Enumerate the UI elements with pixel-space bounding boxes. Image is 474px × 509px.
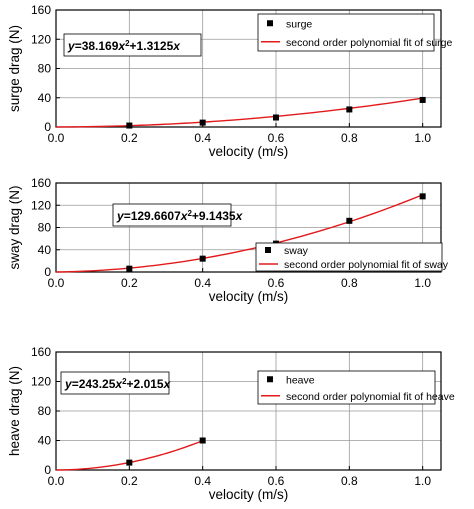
data-point [199, 119, 206, 126]
chart-panel-surge: 0.0 0.2 0.4 0.6 0.8 1.0 0 40 80 120 160 velocity (m… [7, 3, 452, 159]
legend: heave second order polynomial fit of heav… [257, 370, 455, 405]
data-point [126, 459, 133, 466]
equation-box [60, 371, 170, 395]
y-tick-label: 160 [31, 345, 51, 359]
data-point [419, 96, 426, 103]
legend: surge second order polynomial fit of surg… [257, 13, 452, 52]
fit-equation: y=243.25x2+2.015x [60, 371, 172, 395]
x-tick-label: 0.4 [194, 474, 211, 488]
legend-box [257, 370, 436, 405]
fit-equation: y=129.6607x2+9.1435x [112, 203, 244, 227]
y-tick-label: 80 [38, 404, 52, 418]
x-tick-label: 0.0 [48, 276, 65, 290]
chart-panel-sway: 0.0 0.2 0.4 0.6 0.8 1.0 0 40 80 120 160 velocity (m… [7, 176, 449, 304]
legend-label-fit: second order polynomial fit of sway [284, 259, 449, 271]
data-point [199, 255, 206, 262]
legend-label-fit: second order polynomial fit of heave [286, 391, 455, 403]
x-tick-label: 0.0 [48, 131, 65, 145]
y-axis-label: sway drag (N) [7, 185, 22, 269]
y-tick-label: 80 [38, 221, 52, 235]
legend-label-points: heave [286, 374, 315, 386]
legend: sway second order polynomial fit of sway [255, 242, 449, 272]
data-point [199, 437, 206, 444]
data-point [419, 193, 426, 200]
x-tick-label: 0.0 [48, 474, 65, 488]
fit-equation: y=38.169x2+1.3125x [63, 33, 202, 57]
legend-label-points: surge [286, 18, 312, 30]
x-tick-label: 0.8 [341, 276, 358, 290]
y-tick-label: 160 [31, 3, 51, 17]
legend-marker-points [267, 20, 273, 27]
x-tick-label: 0.8 [341, 131, 358, 145]
x-tick-label: 0.6 [268, 131, 285, 145]
legend-marker-points [265, 247, 271, 253]
equation-box [112, 203, 232, 227]
x-tick-label: 1.0 [414, 131, 431, 145]
legend-marker-points [267, 376, 273, 383]
data-point [346, 217, 353, 224]
equation-text: y=243.25x2+2.015x [64, 377, 172, 392]
x-tick-label: 0.6 [268, 474, 285, 488]
x-tick-label: 0.2 [121, 131, 138, 145]
x-axis-label: velocity (m/s) [209, 289, 289, 304]
legend-box [255, 242, 443, 272]
y-tick-label: 120 [31, 32, 51, 46]
data-point [273, 114, 279, 121]
data-point [346, 106, 353, 113]
x-tick-label: 0.6 [268, 276, 285, 290]
y-axis-label: surge drag (N) [7, 25, 22, 112]
data-point [126, 265, 133, 272]
y-tick-label: 120 [31, 375, 51, 389]
equation-text: y=129.6607x2+9.1435x [116, 209, 244, 224]
legend-label-fit: second order polynomial fit of surge [286, 37, 452, 49]
legend-box [257, 13, 435, 52]
y-tick-label: 40 [38, 91, 52, 105]
y-tick-label: 40 [38, 434, 52, 448]
y-tick-label: 160 [31, 176, 51, 190]
x-tick-label: 1.0 [414, 474, 431, 488]
x-tick-label: 0.4 [194, 131, 211, 145]
equation-text: y=38.169x2+1.3125x [67, 39, 181, 54]
y-tick-label: 0 [44, 120, 51, 134]
x-tick-label: 0.2 [121, 474, 138, 488]
x-axis-label: velocity (m/s) [209, 144, 289, 159]
y-tick-label: 80 [38, 62, 52, 76]
x-tick-label: 1.0 [414, 276, 431, 290]
x-axis-label: velocity (m/s) [209, 487, 289, 502]
equation-box [63, 33, 202, 57]
x-tick-label: 0.8 [341, 474, 358, 488]
y-tick-label: 0 [44, 463, 51, 477]
fit-curve-line [55, 97, 423, 128]
y-tick-label: 40 [38, 243, 52, 257]
y-axis-label: heave drag (N) [7, 366, 22, 456]
legend-label-points: sway [284, 245, 309, 257]
chart-panel-heave: 0.0 0.2 0.4 0.6 0.8 1.0 0 40 80 120 160 velocity (m… [7, 345, 455, 502]
y-tick-label: 0 [44, 265, 51, 279]
x-tick-label: 0.4 [194, 276, 211, 290]
y-tick-label: 120 [31, 198, 51, 212]
data-point [126, 122, 133, 129]
x-tick-label: 0.2 [121, 276, 138, 290]
fit-curve-line [55, 194, 423, 273]
